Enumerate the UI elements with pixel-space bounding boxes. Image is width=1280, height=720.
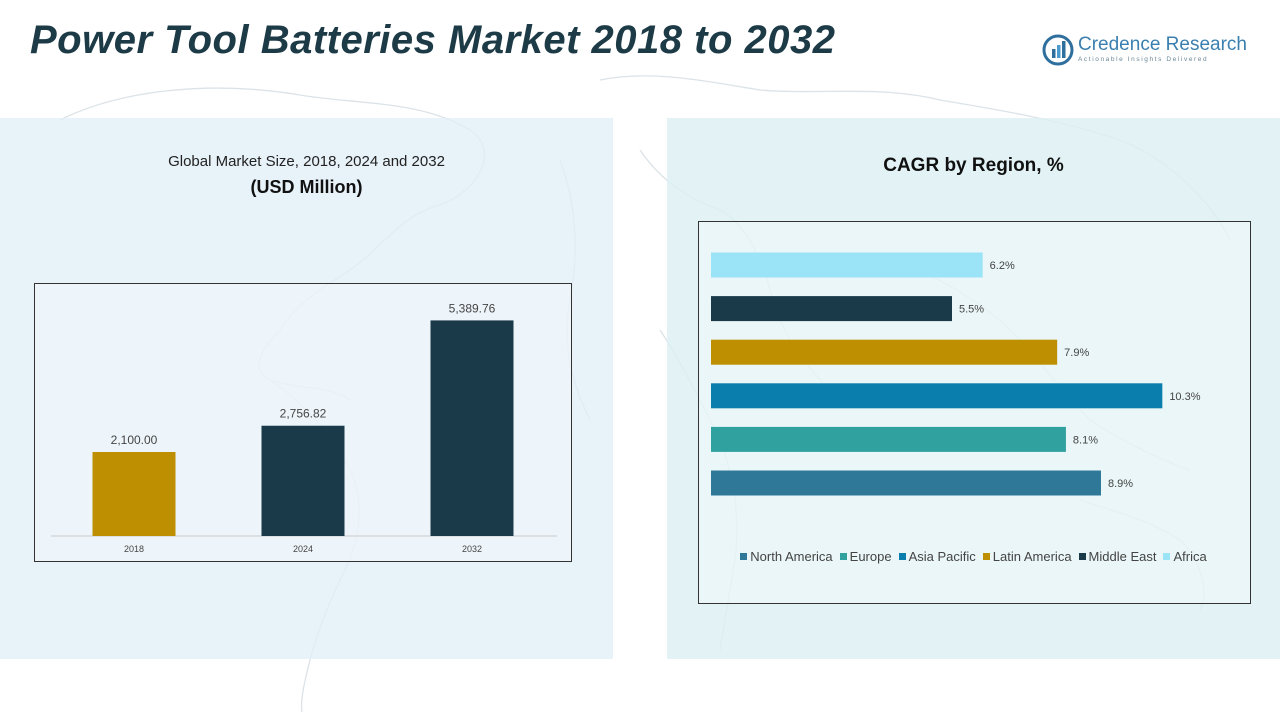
market-size-chart: 2,100.00 2018 2,756.82 2024 5,389.76 2032 — [34, 283, 572, 562]
legend-swatch — [740, 552, 748, 560]
legend-item: Latin America — [982, 548, 1072, 564]
x-tick-label: 2018 — [124, 544, 144, 554]
market-size-unit: (USD Million) — [250, 177, 363, 197]
cagr-chart-svg: 8.9% 8.1% 10.3% 7.9% 5.5% 6.2% — [711, 252, 1201, 496]
cagr-bar-latin-america — [711, 339, 1058, 365]
legend-label: Middle East — [1088, 548, 1157, 564]
bar-value-label: 2,756.82 — [280, 407, 327, 421]
cagr-value-label: 6.2% — [990, 260, 1015, 272]
legend-label: Africa — [1173, 548, 1207, 564]
logo-icon — [1042, 34, 1074, 66]
cagr-value-label: 7.9% — [1064, 347, 1089, 359]
cagr-bar-europe — [711, 426, 1066, 452]
market-size-chart-svg: 2,100.00 2018 2,756.82 2024 5,389.76 2032 — [51, 301, 557, 554]
legend-item: Asia Pacific — [898, 548, 976, 564]
cagr-title: CAGR by Region, % — [883, 155, 1064, 176]
bar-value-label: 2,100.00 — [111, 433, 158, 447]
legend-label: Latin America — [992, 548, 1072, 564]
legend-label: Europe — [849, 548, 892, 564]
legend-label: North America — [750, 548, 833, 564]
page-title: Power Tool Batteries Market 2018 to 2032 — [30, 18, 836, 62]
cagr-value-label: 10.3% — [1169, 391, 1200, 403]
bar-2018 — [92, 452, 176, 536]
legend-swatch — [839, 552, 847, 560]
legend-swatch — [1078, 552, 1086, 560]
cagr-chart: 8.9% 8.1% 10.3% 7.9% 5.5% 6.2% — [698, 221, 1251, 604]
bar-2024 — [261, 425, 345, 536]
legend-swatch — [898, 552, 906, 560]
legend-item: Middle East — [1078, 548, 1157, 564]
legend-item: Europe — [839, 548, 892, 564]
legend-item: North America — [740, 548, 833, 564]
cagr-value-label: 5.5% — [959, 304, 984, 316]
market-size-subtitle: Global Market Size, 2018, 2024 and 2032 — [168, 153, 445, 170]
logo-name: Credence Research — [1078, 34, 1247, 55]
cagr-bar-north-america — [711, 470, 1101, 496]
cagr-value-label: 8.9% — [1108, 478, 1133, 490]
legend-swatch — [1163, 552, 1171, 560]
cagr-bar-africa — [711, 252, 983, 278]
x-tick-label: 2024 — [293, 544, 313, 554]
legend-label: Asia Pacific — [908, 548, 976, 564]
cagr-legend: North America Europe Asia Pacific Latin Ame… — [698, 546, 1249, 566]
legend-swatch — [982, 552, 990, 560]
cagr-bar-asia-pacific — [711, 383, 1163, 409]
bar-2032 — [430, 320, 514, 536]
cagr-value-label: 8.1% — [1073, 434, 1098, 446]
credence-research-logo: Credence Research Actionable Insights De… — [1040, 30, 1260, 70]
bar-value-label: 5,389.76 — [449, 301, 496, 315]
logo-tagline: Actionable Insights Delivered — [1078, 56, 1209, 63]
x-tick-label: 2032 — [462, 544, 482, 554]
cagr-bar-middle-east — [711, 296, 952, 322]
legend-item: Africa — [1163, 548, 1207, 564]
